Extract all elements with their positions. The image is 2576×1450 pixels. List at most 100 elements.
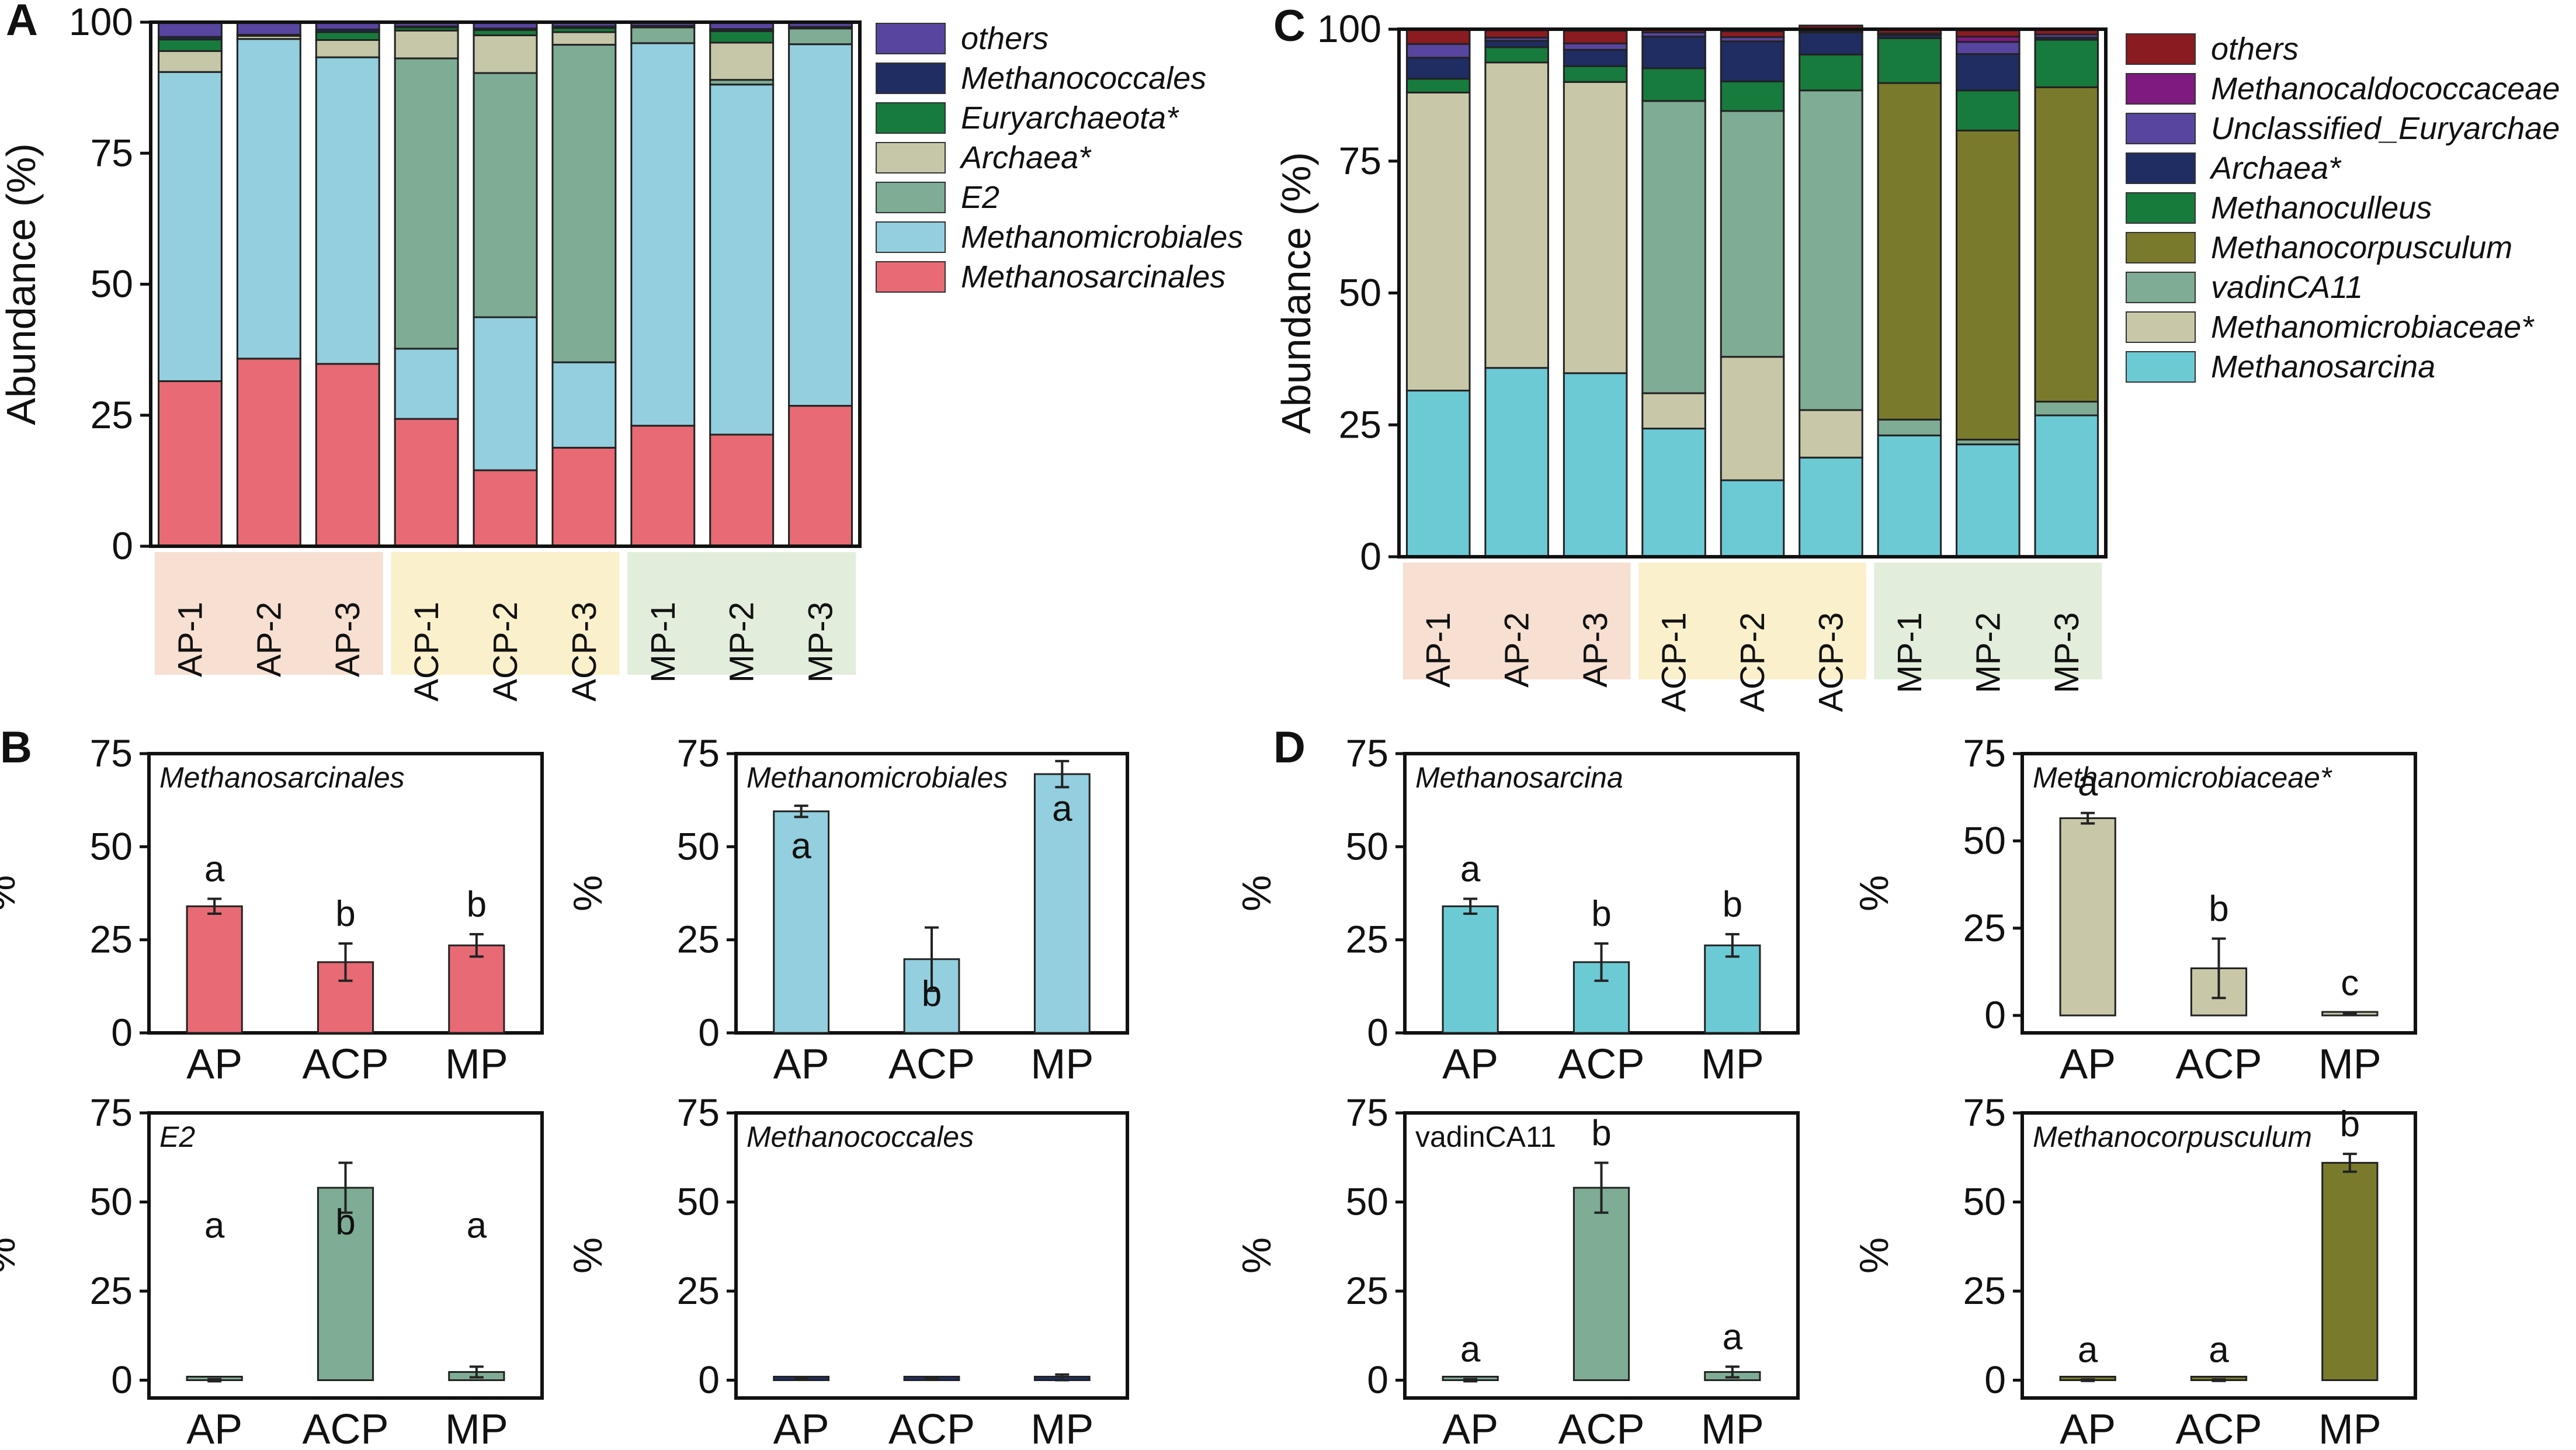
legend-label: Methanomicrobiales bbox=[961, 220, 1243, 255]
bar-segment-methanomicrobiales bbox=[157, 71, 223, 382]
legend-swatch-methanoculleus bbox=[2126, 192, 2196, 224]
x-tick-label: ACP bbox=[888, 1406, 975, 1450]
significance-letter: a bbox=[1460, 849, 1481, 890]
bar-segment-methanosarcinales bbox=[630, 425, 696, 547]
x-tick-label: AP-1 bbox=[1419, 612, 1457, 688]
bar-segment-methanocorpusculum bbox=[2034, 86, 2099, 403]
legend-label: Methanosarcina bbox=[2211, 349, 2435, 384]
bar-segment-vadinca11 bbox=[1641, 100, 1706, 394]
significance-letter: a bbox=[1723, 1317, 1743, 1357]
y-tick-label: 50 bbox=[91, 262, 133, 306]
bar-segment-methanomicrobiales bbox=[315, 56, 380, 365]
legend-swatch-methanosarcina bbox=[2126, 351, 2196, 383]
bar-segment-methanosarcinales bbox=[788, 405, 853, 547]
x-tick-label: AP-2 bbox=[1498, 612, 1536, 688]
bar-mp bbox=[448, 944, 505, 1034]
y-tick-label: 50 bbox=[1339, 271, 1381, 314]
y-tick-label: 25 bbox=[90, 918, 133, 961]
bar-segment-methanosarcinales bbox=[236, 358, 301, 547]
y-axis-label: Abundance (%) bbox=[1273, 152, 1319, 434]
error-bar bbox=[925, 1376, 939, 1381]
legend-label: Methanosarcinales bbox=[961, 259, 1225, 294]
y-tick-label: 50 bbox=[1963, 1180, 2006, 1223]
x-tick-label: MP bbox=[445, 1406, 508, 1450]
panel-letter: A bbox=[6, 0, 38, 45]
bar-segment-others bbox=[157, 21, 223, 38]
y-tick-label: 25 bbox=[90, 1269, 133, 1312]
significance-letter: b bbox=[335, 894, 355, 934]
legend-label: Methanocorpusculum bbox=[2211, 230, 2512, 265]
bar-segment-methanomicrobiales bbox=[394, 348, 459, 420]
bar-segment-methanosarcinales bbox=[709, 433, 775, 547]
y-tick-label: 0 bbox=[1367, 1011, 1388, 1054]
legend-swatch-methanomicrobiales bbox=[876, 221, 946, 253]
error-bar bbox=[1463, 1378, 1478, 1383]
bar-segment-archaea bbox=[709, 41, 775, 81]
bar-segment-methanomicrobiaceae bbox=[1405, 91, 1471, 392]
y-tick-label: 25 bbox=[677, 1269, 720, 1312]
bar-segment-methanomicrobiaceae bbox=[1799, 409, 1863, 459]
y-tick-label: 50 bbox=[677, 824, 720, 868]
x-tick-label: AP bbox=[2060, 1041, 2116, 1088]
sample-group-background bbox=[1402, 563, 1631, 679]
bar-segment-others bbox=[236, 21, 301, 36]
plot-frame bbox=[1403, 1111, 1800, 1400]
error-bar bbox=[469, 933, 484, 958]
significance-letter: b bbox=[1591, 894, 1611, 934]
x-tick-label: ACP-2 bbox=[487, 602, 525, 702]
bar-acp bbox=[317, 1187, 374, 1381]
y-axis-label: % bbox=[1234, 875, 1279, 911]
x-tick-label: MP bbox=[2318, 1406, 2381, 1450]
bar-segment-methanoculleus bbox=[1405, 78, 1471, 93]
bar-segment-others bbox=[1405, 28, 1471, 45]
y-axis-label: % bbox=[1851, 875, 1897, 911]
bar-segment-e2 bbox=[551, 44, 617, 363]
bar-segment-others bbox=[1563, 30, 1628, 44]
panel-d-methanocorpusculum-chart: a AP a ACP b MP 0 25 50 75% Methanocorpusculum bbox=[1851, 1091, 2417, 1450]
panel-a-stacked-chart: A AP-1 AP-2 AP-3 ACP-1 ACP-2 ACP-3 MP-1 MP-2 MP-3… bbox=[0, 0, 1243, 702]
significance-letter: b bbox=[2209, 889, 2228, 929]
bar-segment-methanomicrobiaceae bbox=[1563, 81, 1628, 374]
bar-segment-methanosarcina bbox=[1877, 434, 1942, 558]
chart-title: Methanococcales bbox=[747, 1121, 974, 1153]
bar-segment-e2 bbox=[788, 27, 853, 46]
significance-letter: a bbox=[2078, 1330, 2098, 1370]
legend-label: Archaea* bbox=[2209, 151, 2342, 186]
legend-swatch-archaea bbox=[2126, 152, 2196, 184]
x-tick-label: ACP bbox=[302, 1041, 388, 1088]
error-bar bbox=[2342, 1153, 2357, 1173]
y-tick-label: 0 bbox=[1367, 1358, 1388, 1402]
panel-d-vadinca11-chart: a AP b ACP a MP 0 25 50 75% vadinCA11 bbox=[1234, 1091, 1800, 1450]
x-tick-label: ACP-1 bbox=[408, 602, 446, 702]
x-tick-label: MP-1 bbox=[1891, 612, 1929, 693]
bar-ap bbox=[2059, 817, 2116, 1017]
bar-segment-methanoculleus bbox=[1720, 80, 1785, 112]
x-tick-label: ACP bbox=[1558, 1406, 1644, 1450]
error-bar bbox=[1463, 897, 1478, 915]
x-tick-label: AP-3 bbox=[329, 602, 367, 677]
sample-group-background bbox=[627, 552, 856, 675]
bar-segment-others bbox=[1484, 29, 1549, 39]
bar-segment-methanosarcinales bbox=[473, 469, 538, 547]
y-tick-label: 50 bbox=[677, 1180, 720, 1223]
error-bar bbox=[2081, 811, 2095, 825]
bar-segment-methanomicrobiales bbox=[788, 43, 853, 407]
y-tick-label: 0 bbox=[698, 1358, 720, 1402]
x-tick-label: MP-3 bbox=[2048, 612, 2086, 693]
bar-segment-methanoculleus bbox=[1956, 89, 2020, 131]
legend-swatch-methanosarcinales bbox=[876, 261, 946, 293]
y-tick-label: 0 bbox=[1360, 535, 1381, 578]
error-bar bbox=[1725, 1365, 1740, 1379]
legend-swatch-methanomicrobiaceae bbox=[2126, 311, 2196, 343]
chart-title: Methanosarcina bbox=[1415, 761, 1623, 794]
y-tick-label: 75 bbox=[1346, 1091, 1388, 1134]
x-tick-label: AP bbox=[186, 1041, 242, 1088]
legend-label: Methanococcales bbox=[961, 61, 1206, 96]
x-tick-label: ACP-1 bbox=[1655, 612, 1693, 712]
bar-segment-methanomicrobiales bbox=[630, 42, 696, 427]
bar-segment-archaea bbox=[394, 29, 459, 60]
panel-b-methanosarcinales-chart: a AP b ACP b MP 0 25 50 75% Methanosarcinales bbox=[0, 731, 544, 1088]
x-tick-label: ACP bbox=[2175, 1406, 2262, 1450]
bar-segment-others bbox=[1956, 29, 2020, 38]
